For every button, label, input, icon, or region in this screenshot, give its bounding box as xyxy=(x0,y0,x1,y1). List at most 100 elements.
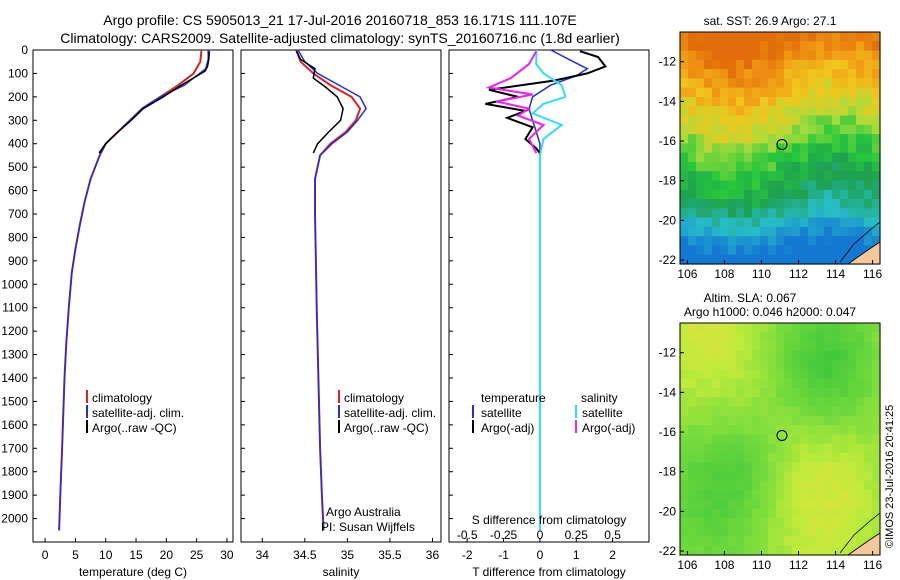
map-cell xyxy=(776,143,785,154)
map-cell xyxy=(824,69,833,79)
map-cell xyxy=(736,41,745,52)
map-cell xyxy=(712,41,721,52)
map-cell xyxy=(816,369,825,380)
y-tick-label: 100 xyxy=(8,66,28,80)
map-cell xyxy=(848,161,857,172)
map-cell xyxy=(808,369,817,380)
map-cell xyxy=(712,59,721,70)
map-cell xyxy=(816,490,825,500)
map-cell xyxy=(696,143,705,154)
map-cell xyxy=(768,32,777,42)
map-cell xyxy=(808,443,817,454)
map-cell xyxy=(800,378,809,389)
map-cell xyxy=(728,443,737,454)
map-cell xyxy=(688,41,697,52)
map-cell xyxy=(696,369,705,380)
map-cell xyxy=(760,254,769,265)
map-cell xyxy=(832,425,841,435)
map-cell xyxy=(720,397,729,408)
map-cell xyxy=(752,106,761,117)
map-cell xyxy=(784,434,793,445)
map-cell xyxy=(872,152,881,163)
map-cell xyxy=(832,434,841,445)
map-cell xyxy=(800,87,809,98)
map-cell xyxy=(736,397,745,408)
series-line-s-satellite xyxy=(530,50,567,531)
map-cell xyxy=(760,406,769,417)
map-cell xyxy=(832,490,841,500)
map-cell xyxy=(816,360,825,370)
map-cell xyxy=(824,236,833,247)
series-line-s-argo-adj- xyxy=(485,50,546,154)
map-cell xyxy=(696,226,705,237)
map-cell xyxy=(760,462,769,473)
map-cell xyxy=(800,508,809,519)
map-cell xyxy=(720,360,729,370)
map-x-tick-label: 112 xyxy=(789,558,808,572)
map-cell xyxy=(832,87,841,98)
map-cell xyxy=(704,452,713,463)
map-cell xyxy=(760,32,769,42)
map-cell xyxy=(808,536,817,547)
map-cell xyxy=(712,490,721,500)
map-cell xyxy=(776,397,785,408)
map-cell xyxy=(808,245,817,256)
map-cell xyxy=(792,208,801,219)
map-cell xyxy=(704,124,713,135)
map-cell xyxy=(696,161,705,172)
map-cell xyxy=(728,434,737,445)
map-cell xyxy=(728,134,737,144)
map-cell xyxy=(720,545,729,556)
map-cell xyxy=(728,143,737,154)
map-cell xyxy=(704,388,713,398)
map-cell xyxy=(784,134,793,144)
map-y-tick-label: -18 xyxy=(659,174,677,188)
map-cell xyxy=(816,499,825,510)
map-cell xyxy=(712,124,721,135)
map-cell xyxy=(872,143,881,154)
map-cell xyxy=(752,443,761,454)
series-line-argo xyxy=(98,51,211,154)
map-cell xyxy=(728,208,737,219)
map-cell xyxy=(752,462,761,473)
map-x-tick-label: 106 xyxy=(677,267,697,281)
map-cell xyxy=(792,134,801,144)
map-cell xyxy=(688,452,697,463)
map-cell xyxy=(728,32,737,42)
map-cell xyxy=(696,462,705,473)
map-cell xyxy=(720,388,729,398)
map-cell xyxy=(776,490,785,500)
map-cell xyxy=(784,536,793,547)
map-cell xyxy=(856,208,865,219)
map-cell xyxy=(704,208,713,219)
map-cell xyxy=(856,50,865,61)
map-cell xyxy=(808,236,817,247)
map-cell xyxy=(768,236,777,247)
x-tick-label: 35.5 xyxy=(378,548,402,562)
map-cell xyxy=(776,199,785,209)
map-cell xyxy=(776,527,785,538)
map-cell xyxy=(776,471,785,482)
map-cell xyxy=(760,527,769,538)
map-cell xyxy=(720,217,729,228)
map-cell xyxy=(816,341,825,352)
y-tick-label: 400 xyxy=(8,137,28,151)
map-cell xyxy=(832,180,841,191)
map-cell xyxy=(832,397,841,408)
map-cell xyxy=(776,462,785,473)
map-cell xyxy=(840,517,849,528)
map-cell xyxy=(720,161,729,172)
map-cell xyxy=(832,59,841,70)
map-cell xyxy=(744,332,753,343)
map-cell xyxy=(840,350,849,361)
map-cell xyxy=(792,161,801,172)
map-cell xyxy=(736,332,745,343)
map-cell xyxy=(792,332,801,343)
map-cell xyxy=(872,499,881,510)
map-cell xyxy=(840,245,849,256)
map-cell xyxy=(720,87,729,98)
map-cell xyxy=(824,369,833,380)
map-cell xyxy=(808,517,817,528)
map-cell xyxy=(680,41,689,52)
credit-timestamp: ©IMOS 23-Jul-2016 20:41:25 xyxy=(884,405,896,548)
